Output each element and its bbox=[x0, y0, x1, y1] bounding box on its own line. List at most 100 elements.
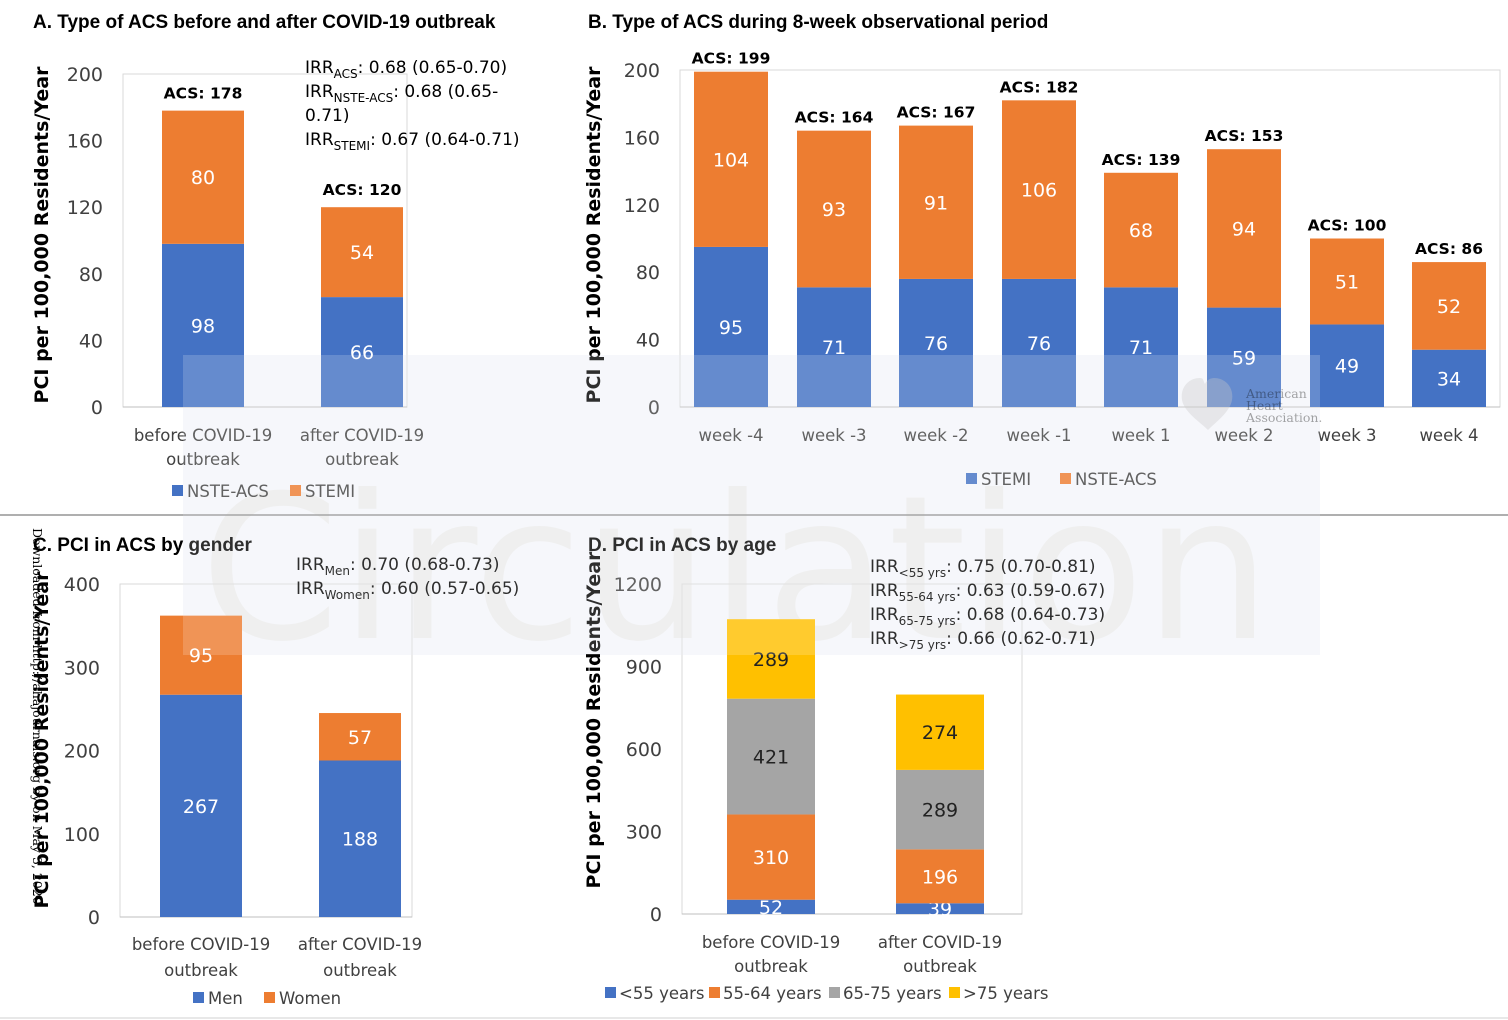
data-label: 76 bbox=[1027, 333, 1051, 355]
bar-segment bbox=[1104, 287, 1178, 407]
total-label: ACS: 199 bbox=[692, 50, 771, 68]
bar-segment bbox=[1104, 172, 1178, 288]
bar-segment bbox=[160, 694, 242, 917]
data-label: 106 bbox=[1021, 180, 1057, 202]
chart-title: C. PCI in ACS by gender bbox=[33, 535, 252, 556]
x-tick-label: outbreak bbox=[323, 961, 397, 980]
x-tick-label: week 1 bbox=[1111, 426, 1170, 445]
y-tick-label: 0 bbox=[91, 397, 103, 419]
legend-label: NSTE-ACS bbox=[1075, 470, 1157, 489]
y-tick-label: 160 bbox=[624, 127, 660, 149]
bar-segment bbox=[727, 899, 815, 914]
bar-segment bbox=[1412, 349, 1486, 407]
y-tick-label: 900 bbox=[626, 657, 662, 679]
x-tick-label: week 2 bbox=[1214, 426, 1273, 445]
data-label: 71 bbox=[1129, 337, 1153, 359]
y-tick-label: 1200 bbox=[614, 574, 662, 596]
total-label: ACS: 153 bbox=[1205, 127, 1284, 145]
irr-annotation: IRR55-64 yrs: 0.63 (0.59-0.67) bbox=[870, 581, 1105, 604]
x-tick-label: after COVID-19 bbox=[300, 426, 424, 445]
total-label: ACS: 167 bbox=[897, 104, 976, 122]
x-tick-label: before COVID-19 bbox=[132, 935, 270, 954]
y-tick-label: 200 bbox=[624, 60, 660, 82]
irr-annotation: IRR<55 yrs: 0.75 (0.70-0.81) bbox=[870, 557, 1096, 580]
data-label: 267 bbox=[183, 796, 219, 818]
chart-title: B. Type of ACS during 8-week observation… bbox=[588, 12, 1048, 33]
y-axis-label: PCI per 100,000 Residents/Year bbox=[31, 571, 53, 909]
data-label: 98 bbox=[191, 315, 215, 337]
y-tick-label: 80 bbox=[79, 264, 103, 286]
data-label: 289 bbox=[753, 649, 789, 671]
y-tick-label: 200 bbox=[64, 741, 100, 763]
y-tick-label: 600 bbox=[626, 739, 662, 761]
data-label: 421 bbox=[753, 747, 789, 769]
x-tick-label: outbreak bbox=[166, 450, 240, 469]
data-label: 54 bbox=[350, 242, 374, 264]
bar-segment bbox=[319, 760, 401, 917]
y-axis-label: PCI per 100,000 Residents/Year bbox=[583, 551, 605, 889]
total-label: ACS: 182 bbox=[1000, 78, 1079, 96]
y-tick-label: 100 bbox=[64, 824, 100, 846]
y-tick-label: 160 bbox=[67, 131, 103, 153]
legend-swatch bbox=[966, 473, 977, 484]
data-label: 95 bbox=[189, 645, 213, 667]
bar-segment bbox=[694, 246, 768, 407]
data-label: 94 bbox=[1232, 218, 1256, 240]
data-label: 95 bbox=[719, 317, 743, 339]
legend-label: STEMI bbox=[981, 470, 1031, 489]
x-tick-label: after COVID-19 bbox=[878, 933, 1002, 952]
data-label: 274 bbox=[922, 722, 958, 744]
legend-label: <55 years bbox=[619, 984, 704, 1003]
x-tick-label: before COVID-19 bbox=[134, 426, 272, 445]
x-tick-label: before COVID-19 bbox=[702, 933, 840, 952]
legend-swatch bbox=[264, 992, 275, 1003]
y-tick-label: 400 bbox=[64, 574, 100, 596]
x-tick-label: outbreak bbox=[164, 961, 238, 980]
data-label: 52 bbox=[1437, 296, 1461, 318]
bar-segment bbox=[896, 694, 984, 770]
legend-label: 55-64 years bbox=[723, 984, 822, 1003]
legend-swatch bbox=[605, 987, 616, 998]
total-label: ACS: 139 bbox=[1102, 151, 1181, 169]
bar-segment bbox=[160, 615, 242, 695]
data-label: 76 bbox=[924, 333, 948, 355]
data-label: 93 bbox=[822, 199, 846, 221]
data-label: 52 bbox=[759, 897, 783, 919]
data-label: 289 bbox=[922, 800, 958, 822]
data-label: 188 bbox=[342, 829, 378, 851]
total-label: ACS: 120 bbox=[323, 181, 402, 199]
bar-segment bbox=[896, 769, 984, 850]
chart-panel-c: C. PCI in ACS by gender 0 100 200 300 400 PCI … bbox=[31, 535, 519, 1008]
charts-group: A. Type of ACS before and after COVID-19… bbox=[31, 12, 1501, 1008]
total-label: ACS: 86 bbox=[1415, 240, 1483, 258]
legend-swatch bbox=[193, 992, 204, 1003]
irr-annotation: IRRACS: 0.68 (0.65-0.70) bbox=[305, 58, 507, 81]
data-label: 71 bbox=[822, 337, 846, 359]
irr-annotation: IRR>75 yrs: 0.66 (0.62-0.71) bbox=[870, 629, 1096, 652]
y-tick-label: 40 bbox=[636, 330, 660, 352]
heart-torch-icon bbox=[1181, 378, 1233, 430]
y-tick-label: 0 bbox=[648, 397, 660, 419]
data-label: 59 bbox=[1232, 347, 1256, 369]
bar-segment bbox=[727, 619, 815, 699]
legend-swatch bbox=[709, 987, 720, 998]
x-tick-label: week -1 bbox=[1006, 426, 1071, 445]
data-label: 80 bbox=[191, 167, 215, 189]
irr-annotation: IRRNSTE-ACS: 0.68 (0.65- bbox=[305, 82, 498, 105]
logo-line-3: Association. bbox=[1245, 410, 1322, 425]
y-tick-label: 0 bbox=[650, 904, 662, 926]
bar-segment bbox=[727, 698, 815, 815]
legend-swatch bbox=[1060, 473, 1071, 484]
legend-label: STEMI bbox=[305, 482, 355, 501]
x-tick-label: week -2 bbox=[903, 426, 968, 445]
bar-segment bbox=[797, 130, 871, 288]
bar-segment bbox=[162, 243, 244, 407]
y-tick-label: 80 bbox=[636, 262, 660, 284]
x-tick-label: outbreak bbox=[734, 957, 808, 976]
legend-swatch bbox=[829, 987, 840, 998]
data-label: 39 bbox=[928, 899, 952, 921]
irr-annotation: IRRMen: 0.70 (0.68-0.73) bbox=[296, 555, 499, 578]
bar-segment bbox=[1002, 100, 1076, 279]
bar-segment bbox=[162, 110, 244, 244]
